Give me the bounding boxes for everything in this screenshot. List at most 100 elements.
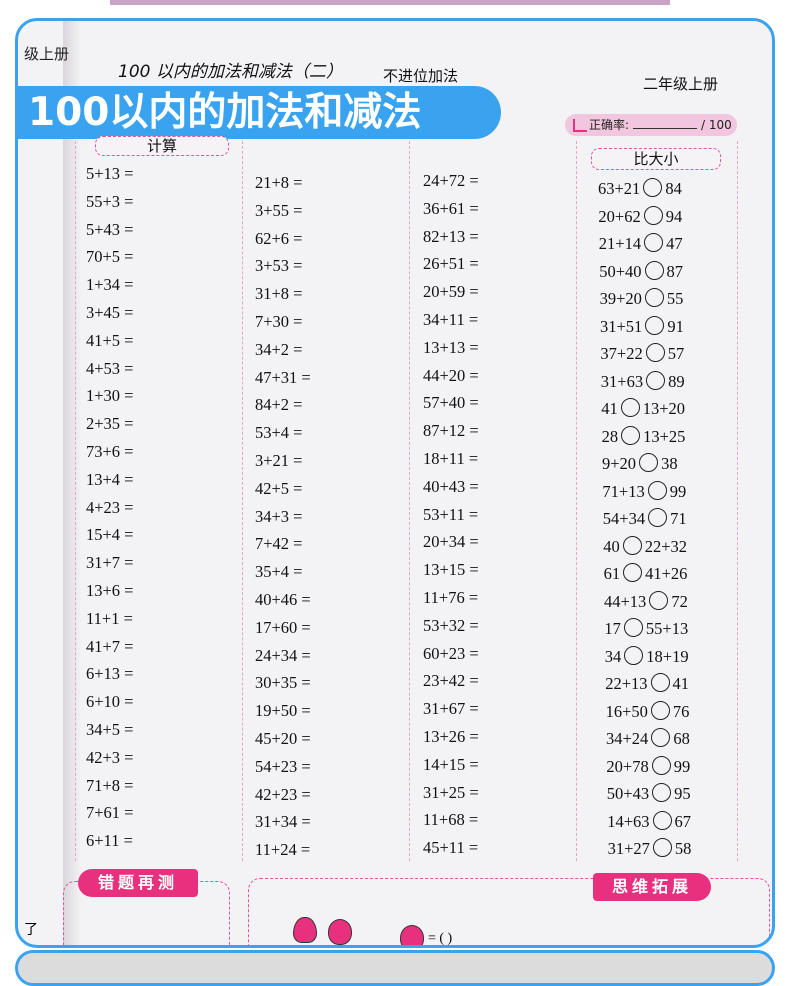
compare-left: 37+22	[600, 344, 643, 363]
compare-right: 72	[671, 591, 688, 611]
answer-circle[interactable]	[620, 398, 640, 417]
compare-right: 38	[661, 454, 678, 473]
equation: 31+7 =	[86, 553, 134, 573]
equation: 34+2 =	[255, 339, 303, 359]
equation: 42+23 =	[255, 784, 311, 804]
answer-circle[interactable]	[639, 453, 659, 472]
answer-circle[interactable]	[647, 480, 667, 500]
compare-item: 71+13 99	[602, 480, 686, 502]
equation: 2+35 =	[86, 414, 134, 434]
equation: 44+20 =	[423, 365, 479, 385]
equation: 31+8 =	[255, 284, 303, 304]
answer-circle[interactable]	[648, 508, 668, 527]
section-extend: 思维拓展	[593, 873, 711, 901]
divider	[737, 141, 738, 861]
compare-item: 20+78 99	[606, 755, 690, 777]
compare-left: 34	[604, 646, 622, 666]
compare-left: 41	[601, 399, 618, 418]
divider	[75, 141, 76, 861]
section-compare: 比大小	[591, 148, 721, 170]
lesson-subtitle: 不进位加法	[383, 67, 459, 85]
equation: 21+8 =	[255, 173, 303, 192]
answer-circle[interactable]	[652, 783, 672, 802]
compare-left: 31+27	[607, 839, 650, 858]
compare-item: 41 13+20	[601, 398, 685, 419]
equation: 34+5 =	[86, 720, 134, 739]
answer-circle[interactable]	[623, 563, 643, 582]
compare-item: 34+24 68	[606, 728, 690, 749]
equation: 87+12 =	[423, 421, 479, 441]
compare-item: 21+14 47	[599, 233, 683, 254]
section-calc: 计算	[95, 136, 229, 156]
compare-item: 31+51 91	[600, 315, 684, 337]
divider	[242, 141, 243, 861]
equation: 7+61 =	[86, 803, 134, 823]
equation: 54+23 =	[255, 756, 311, 776]
compare-item: 31+27 58	[607, 838, 691, 859]
answer-circle[interactable]	[624, 645, 644, 665]
answer-circle[interactable]	[643, 178, 663, 197]
equation: 40+43 =	[423, 476, 479, 496]
compare-item: 54+34 71	[603, 508, 687, 529]
answer-circle[interactable]	[621, 425, 641, 445]
equation: 31+34 =	[255, 812, 311, 832]
compare-right: 76	[672, 701, 690, 721]
equation: 13+6 =	[86, 581, 134, 600]
answer-circle[interactable]	[644, 233, 664, 252]
equation: 5+13 =	[86, 164, 134, 183]
equation: 13+26 =	[423, 727, 479, 746]
answer-circle[interactable]	[644, 288, 664, 307]
equation: 34+3 =	[255, 506, 303, 526]
lesson-title: 100 以内的加法和减法（二）	[118, 62, 343, 82]
answer-circle[interactable]	[643, 205, 663, 225]
equation: 26+51 =	[423, 254, 479, 274]
answer-circle[interactable]	[652, 838, 672, 857]
compare-right: 84	[665, 179, 682, 198]
answer-circle[interactable]	[651, 728, 671, 747]
compare-left: 20+78	[606, 756, 649, 776]
equation: 36+61 =	[423, 198, 479, 218]
answer-circle[interactable]	[649, 590, 669, 610]
equation: 53+32 =	[423, 615, 479, 635]
top-strip	[110, 0, 670, 5]
answer-circle[interactable]	[650, 700, 670, 720]
equation: 6+13 =	[86, 664, 134, 684]
answer-circle[interactable]	[645, 315, 665, 335]
answer-blank: = ( )	[428, 931, 453, 946]
equation: 40+46 =	[255, 590, 311, 609]
answer-circle[interactable]	[646, 370, 666, 390]
compare-item: 63+21 84	[598, 178, 682, 199]
equation: 30+35 =	[255, 673, 311, 693]
equation: 1+34 =	[86, 275, 134, 295]
apple-icon	[328, 919, 352, 945]
answer-circle[interactable]	[650, 673, 670, 692]
compare-left: 34+24	[606, 729, 649, 748]
compare-item: 40 22+32	[603, 535, 687, 557]
section-retest: 错题再测	[78, 869, 198, 897]
compare-item: 9+20 38	[602, 453, 678, 474]
equation: 1+30 =	[86, 386, 134, 406]
book-spine	[63, 21, 81, 945]
equation: 42+5 =	[255, 478, 303, 498]
compare-right: 57	[667, 344, 685, 363]
compare-right: 91	[667, 316, 684, 336]
compare-right: 67	[674, 811, 692, 831]
equation: 71+8 =	[86, 775, 134, 795]
equation: 14+15 =	[423, 754, 479, 774]
answer-circle[interactable]	[623, 618, 643, 637]
answer-circle[interactable]	[651, 755, 671, 775]
answer-circle[interactable]	[652, 810, 672, 830]
answer-circle[interactable]	[622, 535, 642, 555]
equation: 41+5 =	[86, 330, 134, 350]
equation: 45+20 =	[255, 729, 311, 748]
answer-circle[interactable]	[644, 260, 664, 280]
equation: 11+76 =	[423, 588, 479, 607]
equation: 41+7 =	[86, 636, 134, 656]
compare-left: 44+13	[604, 591, 647, 611]
equation: 3+21 =	[255, 451, 303, 470]
answer-circle[interactable]	[645, 343, 665, 362]
equation: 11+24 =	[255, 840, 311, 860]
equation: 20+34 =	[423, 532, 479, 552]
accuracy-total: / 100	[701, 118, 732, 132]
equation: 3+55 =	[255, 200, 303, 220]
